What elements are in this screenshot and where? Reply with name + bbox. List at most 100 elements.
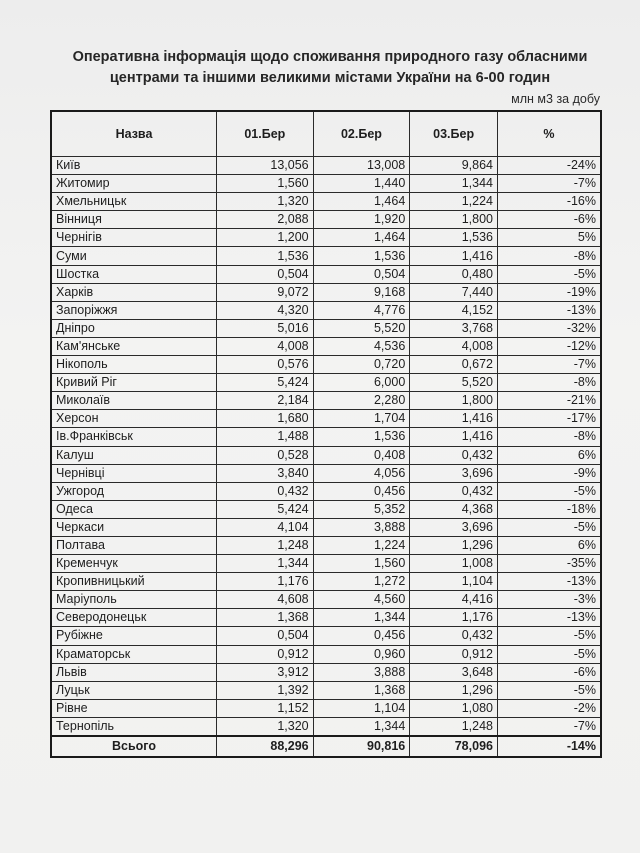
cell-day-1: 3,840 bbox=[215, 463, 314, 483]
cell-day-2: 0,456 bbox=[312, 626, 411, 646]
cell-day-3: 1,080 bbox=[409, 698, 498, 718]
cell-day-2: 0,408 bbox=[312, 445, 411, 465]
cell-percent: -14% bbox=[496, 735, 602, 758]
cell-day-3: 4,368 bbox=[409, 499, 498, 519]
cell-day-1: 13,056 bbox=[215, 155, 314, 176]
gas-consumption-table: Назва 01.Бер 02.Бер 03.Бер % Київ 13,056 1… bbox=[50, 110, 602, 758]
cell-day-1: 0,504 bbox=[215, 264, 314, 284]
cell-day-2: 1,704 bbox=[312, 409, 411, 429]
cell-day-3: 3,696 bbox=[409, 517, 498, 537]
cell-name: Шостка bbox=[50, 264, 217, 284]
cell-day-1: 4,608 bbox=[215, 590, 314, 610]
cell-day-1: 5,424 bbox=[215, 499, 314, 519]
cell-day-2: 0,504 bbox=[312, 264, 411, 284]
cell-percent: -35% bbox=[496, 554, 602, 574]
cell-day-3: 1,416 bbox=[409, 427, 498, 447]
cell-day-2: 90,816 bbox=[312, 735, 411, 758]
cell-day-2: 0,720 bbox=[312, 355, 411, 375]
cell-day-1: 0,912 bbox=[215, 644, 314, 664]
cell-name: Чернівці bbox=[50, 463, 217, 483]
cell-day-2: 3,888 bbox=[312, 662, 411, 682]
table-row: Житомир 1,560 1,440 1,344 -7% bbox=[50, 174, 602, 194]
cell-day-2: 4,536 bbox=[312, 336, 411, 357]
cell-day-3: 0,480 bbox=[409, 264, 498, 284]
cell-name: Ів.Франківськ bbox=[50, 427, 217, 447]
header-row: Назва 01.Бер 02.Бер 03.Бер % bbox=[50, 110, 602, 157]
cell-day-1: 1,320 bbox=[215, 716, 314, 737]
title-line-2: центрами та іншими великими містами Укра… bbox=[109, 70, 551, 86]
table-row: Тернопіль 1,320 1,344 1,248 -7% bbox=[50, 716, 602, 737]
table-row: Рубіжне 0,504 0,456 0,432 -5% bbox=[50, 626, 602, 646]
cell-day-1: 1,248 bbox=[215, 535, 314, 556]
cell-day-1: 0,528 bbox=[215, 445, 314, 465]
document-title: Оперативна інформація щодо споживання пр… bbox=[40, 47, 620, 89]
cell-day-2: 1,104 bbox=[312, 698, 411, 718]
cell-day-1: 1,368 bbox=[215, 608, 314, 628]
cell-day-3: 3,696 bbox=[409, 463, 498, 483]
cell-percent: -8% bbox=[496, 373, 602, 393]
cell-day-1: 5,424 bbox=[215, 373, 314, 393]
cell-day-3: 4,008 bbox=[409, 336, 498, 357]
header-name: Назва bbox=[50, 110, 217, 157]
cell-day-2: 4,560 bbox=[312, 590, 411, 610]
cell-day-3: 0,672 bbox=[409, 355, 498, 375]
table-row: Одеса 5,424 5,352 4,368 -18% bbox=[50, 499, 602, 519]
table-row: Дніпро 5,016 5,520 3,768 -32% bbox=[50, 318, 602, 338]
cell-day-2: 13,008 bbox=[312, 155, 411, 176]
cell-name: Северодонецьк bbox=[50, 608, 217, 628]
cell-day-2: 1,368 bbox=[312, 680, 411, 700]
cell-percent: -18% bbox=[496, 499, 602, 519]
table-row: Харків 9,072 9,168 7,440 -19% bbox=[50, 282, 602, 302]
cell-day-2: 4,776 bbox=[312, 300, 411, 320]
cell-percent: -19% bbox=[496, 282, 602, 302]
table-row: Запоріжжя 4,320 4,776 4,152 -13% bbox=[50, 300, 602, 320]
table-row: Ів.Франківськ 1,488 1,536 1,416 -8% bbox=[50, 427, 602, 447]
cell-day-2: 3,888 bbox=[312, 517, 411, 537]
cell-day-2: 1,464 bbox=[312, 192, 411, 212]
cell-day-3: 9,864 bbox=[409, 155, 498, 176]
cell-day-2: 2,280 bbox=[312, 391, 411, 411]
cell-percent: -9% bbox=[496, 463, 602, 483]
cell-day-2: 1,440 bbox=[312, 174, 411, 194]
cell-percent: -7% bbox=[496, 174, 602, 194]
cell-percent: -2% bbox=[496, 698, 602, 718]
cell-percent: -8% bbox=[496, 246, 602, 266]
cell-day-2: 1,464 bbox=[312, 228, 411, 248]
table-row: Чернівці 3,840 4,056 3,696 -9% bbox=[50, 463, 602, 483]
table-row: Вінниця 2,088 1,920 1,800 -6% bbox=[50, 210, 602, 230]
table-row: Краматорськ 0,912 0,960 0,912 -5% bbox=[50, 644, 602, 664]
cell-percent: -13% bbox=[496, 300, 602, 320]
cell-percent: -12% bbox=[496, 336, 602, 357]
cell-day-2: 5,352 bbox=[312, 499, 411, 519]
cell-day-1: 9,072 bbox=[215, 282, 314, 302]
cell-day-3: 1,536 bbox=[409, 228, 498, 248]
cell-percent: -6% bbox=[496, 210, 602, 230]
cell-day-3: 1,800 bbox=[409, 210, 498, 230]
cell-day-1: 1,488 bbox=[215, 427, 314, 447]
cell-percent: -21% bbox=[496, 391, 602, 411]
cell-name: Кременчук bbox=[50, 554, 217, 574]
cell-percent: -13% bbox=[496, 608, 602, 628]
cell-day-2: 4,056 bbox=[312, 463, 411, 483]
cell-name: Кривий Ріг bbox=[50, 373, 217, 393]
cell-name: Калуш bbox=[50, 445, 217, 465]
cell-day-1: 0,576 bbox=[215, 355, 314, 375]
table-row: Кам'янське 4,008 4,536 4,008 -12% bbox=[50, 336, 602, 357]
cell-day-3: 3,648 bbox=[409, 662, 498, 682]
cell-day-1: 0,504 bbox=[215, 626, 314, 646]
cell-day-1: 1,176 bbox=[215, 572, 314, 592]
cell-name: Тернопіль bbox=[50, 716, 217, 737]
cell-percent: -7% bbox=[496, 355, 602, 375]
cell-day-1: 4,104 bbox=[215, 517, 314, 537]
table-row: Хмельницьк 1,320 1,464 1,224 -16% bbox=[50, 192, 602, 212]
cell-name: Одеса bbox=[50, 499, 217, 519]
cell-percent: -8% bbox=[496, 427, 602, 447]
cell-day-3: 1,416 bbox=[409, 409, 498, 429]
cell-name: Чернігів bbox=[50, 228, 217, 248]
cell-percent: 6% bbox=[496, 535, 602, 556]
table-row: Кропивницький 1,176 1,272 1,104 -13% bbox=[50, 572, 602, 592]
cell-day-3: 1,296 bbox=[409, 535, 498, 556]
cell-day-1: 3,912 bbox=[215, 662, 314, 682]
cell-day-3: 1,296 bbox=[409, 680, 498, 700]
cell-name: Кам'янське bbox=[50, 336, 217, 357]
